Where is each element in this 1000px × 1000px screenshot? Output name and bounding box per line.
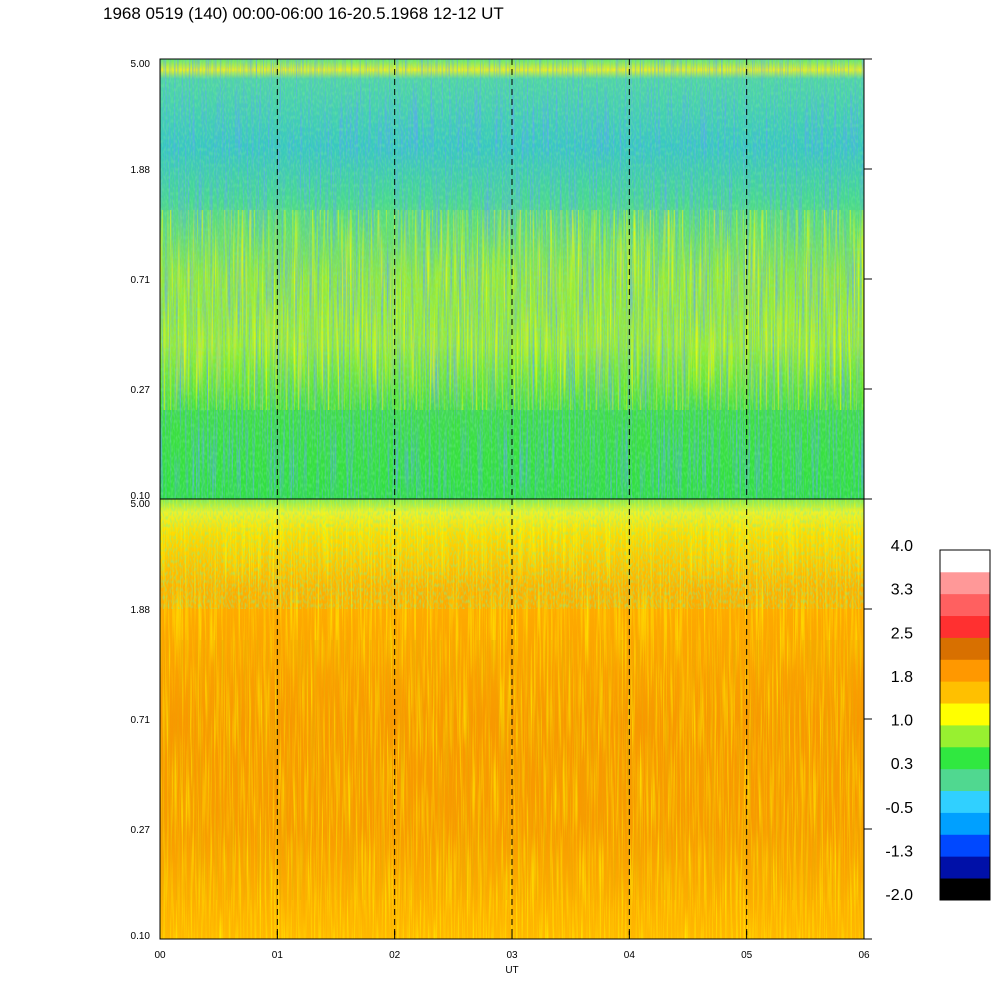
colorbar-segment xyxy=(940,571,990,595)
lower-ytick-label: 1.88 xyxy=(131,605,151,616)
upper-ytick-label: 0.10 xyxy=(131,491,151,502)
colorbar-label: 4.0 xyxy=(891,538,913,555)
x-axis-label: UT xyxy=(505,965,518,976)
upper-ytick-label: 1.88 xyxy=(131,165,151,176)
xtick-label: 02 xyxy=(389,950,401,961)
colorbar-label: -0.5 xyxy=(885,800,913,817)
colorbar-segment xyxy=(940,812,990,835)
lower-ytick-label: 0.71 xyxy=(131,715,151,726)
xtick-label: 01 xyxy=(272,950,284,961)
colorbar-label: 3.3 xyxy=(891,582,913,599)
colorbar-segment xyxy=(940,790,990,813)
colorbar-segment xyxy=(940,746,990,770)
axes: 5.001.880.710.270.105.001.880.710.270.10… xyxy=(131,58,872,976)
colorbar-label: -2.0 xyxy=(885,887,913,904)
lower-ytick-label: 5.00 xyxy=(131,499,151,510)
colorbar-segment xyxy=(940,768,990,792)
colorbar-segment xyxy=(940,637,990,660)
xtick-label: 03 xyxy=(506,950,518,961)
xtick-label: 06 xyxy=(858,950,870,961)
colorbar-segment xyxy=(940,878,990,901)
colorbar-segment xyxy=(940,834,990,857)
colorbar-segment xyxy=(940,659,990,682)
colorbar-segment xyxy=(940,856,990,879)
colorbar-label: -1.3 xyxy=(885,843,913,860)
lower-ytick-label: 0.27 xyxy=(131,825,151,836)
chart-title: 1968 0519 (140) 00:00-06:00 16-20.5.1968… xyxy=(103,4,504,23)
colorbar-label: 1.0 xyxy=(891,713,913,730)
xtick-label: 00 xyxy=(154,950,166,961)
colorbar-label: 2.5 xyxy=(891,625,913,642)
colorbar-segment xyxy=(940,681,990,704)
upper-ytick-label: 0.27 xyxy=(131,385,151,396)
colorbar-frame xyxy=(939,549,991,901)
colorbar-segment xyxy=(940,593,990,617)
upper-ytick-label: 5.00 xyxy=(131,59,151,70)
colorbar-segment xyxy=(940,725,990,748)
colorbar-segment xyxy=(940,615,990,638)
colorbar-segment xyxy=(940,703,990,726)
xtick-label: 05 xyxy=(741,950,753,961)
colorbar-label: 1.8 xyxy=(891,669,913,686)
colorbar-label: 0.3 xyxy=(891,756,913,773)
upper-ytick-label: 0.71 xyxy=(131,275,151,286)
colorbar: 4.0 3.3 2.5 1.8 1.0 0.3 -0.5 -1.3 -2.0 xyxy=(885,538,991,904)
colorbar-segment xyxy=(940,550,990,573)
xtick-label: 04 xyxy=(624,950,636,961)
lower-ytick-label: 0.10 xyxy=(131,931,151,942)
